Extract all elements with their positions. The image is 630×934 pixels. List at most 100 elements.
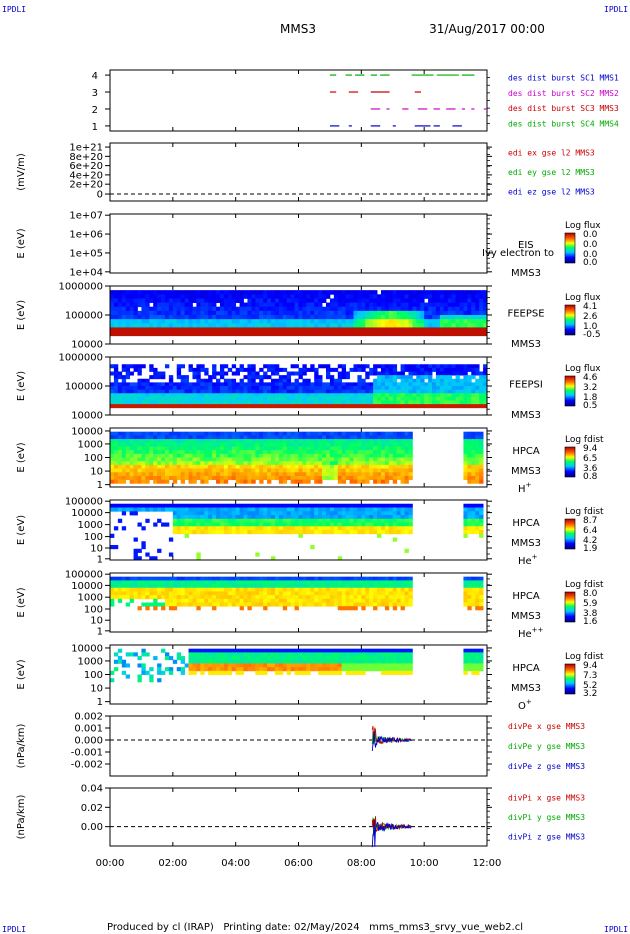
spacecraft-label: MMS3 bbox=[511, 339, 541, 350]
spectrogram-cell bbox=[318, 580, 323, 585]
spectrogram-cell bbox=[369, 315, 374, 320]
spectrogram-cell bbox=[388, 587, 394, 592]
spectrogram-cell bbox=[282, 450, 288, 455]
spectrogram-cell bbox=[176, 518, 182, 523]
spectrogram-cell bbox=[392, 475, 398, 481]
spectrogram-cell bbox=[212, 453, 217, 458]
spectrogram-cell bbox=[239, 319, 244, 324]
spectrogram-cell bbox=[479, 576, 484, 581]
spectrogram-cell bbox=[471, 503, 476, 508]
spectrogram-cell bbox=[337, 526, 343, 531]
spectrogram-cell bbox=[325, 323, 331, 328]
spectrogram-cell bbox=[145, 435, 150, 440]
spectrogram-cell bbox=[384, 404, 390, 409]
spectrogram-cell bbox=[325, 367, 331, 372]
spectrogram-cell bbox=[294, 576, 299, 581]
spectrogram-cell bbox=[196, 648, 201, 653]
spectrogram-cell bbox=[463, 526, 468, 531]
spectrogram-cell bbox=[424, 364, 429, 369]
spectrogram-cell bbox=[361, 327, 366, 332]
spectrogram-cell bbox=[208, 576, 213, 581]
spectrogram-cell bbox=[259, 472, 264, 477]
spectrogram-cell bbox=[239, 503, 244, 508]
spectrogram-cell bbox=[451, 294, 456, 299]
spectrogram-cell bbox=[231, 468, 237, 473]
spectrogram-cell bbox=[271, 530, 276, 535]
spectrogram-cell bbox=[369, 515, 374, 520]
spectrogram-cell bbox=[357, 442, 362, 447]
spectrogram-cell bbox=[365, 306, 370, 312]
spectrogram-cell bbox=[239, 667, 244, 672]
spectrogram-cell bbox=[278, 475, 284, 481]
spectrogram-cell bbox=[463, 400, 468, 405]
spectrogram-cell bbox=[251, 507, 256, 512]
spectrogram-cell bbox=[251, 393, 256, 398]
spectrogram-cell bbox=[149, 464, 154, 469]
spectrogram-cell bbox=[180, 310, 186, 316]
spectrogram-cell bbox=[208, 652, 213, 657]
spectrogram-cell bbox=[200, 503, 205, 508]
spectrogram-cell bbox=[357, 507, 362, 512]
spectrogram-cell bbox=[204, 518, 209, 523]
spectrogram-cell bbox=[424, 290, 429, 295]
spectrogram-cell bbox=[329, 580, 335, 585]
spectrogram-cell bbox=[369, 431, 374, 436]
y-tick-label: 100000 bbox=[65, 382, 103, 393]
spectrogram-cell bbox=[164, 652, 170, 657]
spectrogram-cell bbox=[483, 319, 488, 324]
spectrogram-cell bbox=[322, 319, 327, 324]
spectrogram-cell bbox=[349, 404, 354, 409]
spectrogram-cell bbox=[373, 310, 378, 316]
spectrogram-cell bbox=[133, 475, 138, 481]
spectrogram-cell bbox=[392, 294, 398, 299]
spectrogram-cell bbox=[216, 393, 221, 398]
spectrogram-cell bbox=[361, 393, 366, 398]
spectrogram-cell bbox=[302, 507, 307, 512]
spectrogram-cell bbox=[149, 678, 154, 683]
spectrogram-cell bbox=[172, 446, 178, 451]
spectrogram-cell bbox=[271, 576, 276, 581]
spectrogram-cell bbox=[404, 503, 409, 508]
spectrogram-cell bbox=[157, 595, 162, 600]
spectrogram-cell bbox=[204, 479, 209, 484]
spectrogram-cell bbox=[192, 670, 197, 675]
spectrogram-cell bbox=[180, 584, 186, 589]
spectrogram-cell bbox=[396, 404, 402, 409]
spectrogram-cell bbox=[483, 382, 488, 387]
spectrogram-cell bbox=[329, 319, 335, 324]
spectrogram-cell bbox=[479, 587, 484, 592]
spectrogram-cell bbox=[204, 450, 209, 455]
spectrogram-cell bbox=[223, 670, 229, 675]
spectrogram-cell bbox=[353, 453, 358, 458]
spectrogram-cell bbox=[141, 576, 146, 581]
spectrogram-cell bbox=[192, 367, 197, 372]
spectrogram-cell bbox=[188, 389, 193, 394]
spectrogram-cell bbox=[231, 400, 237, 405]
spectrogram-cell bbox=[377, 431, 382, 436]
spectrogram-cell bbox=[227, 446, 233, 451]
spectrogram-cell bbox=[396, 323, 402, 328]
spectrogram-cell bbox=[263, 382, 268, 387]
spectrogram-cell bbox=[196, 576, 201, 581]
spectrogram-cell bbox=[141, 294, 146, 299]
spectrogram-cell bbox=[459, 290, 464, 295]
spectrogram-cell bbox=[227, 315, 233, 320]
spectrogram-cell bbox=[259, 511, 264, 516]
spectrogram-cell bbox=[357, 453, 362, 458]
spectrogram-cell bbox=[121, 479, 127, 484]
spectrogram-cell bbox=[137, 595, 142, 600]
spectrogram-cell bbox=[267, 453, 272, 458]
spectrogram-cell bbox=[251, 530, 256, 535]
spectrogram-cell bbox=[282, 323, 288, 328]
spectrogram-cell bbox=[475, 298, 480, 303]
spectrogram-cell bbox=[200, 457, 205, 462]
spectrogram-cell bbox=[117, 294, 123, 299]
spectrogram-cell bbox=[247, 386, 252, 391]
spectrogram-cell bbox=[274, 602, 280, 607]
spectrogram-cell bbox=[322, 393, 327, 398]
spectrogram-cell bbox=[121, 389, 127, 394]
spectrogram-cell bbox=[168, 475, 174, 481]
y-tick-label: 100000 bbox=[65, 570, 103, 581]
spectrogram-cell bbox=[133, 290, 138, 295]
spectrogram-cell bbox=[235, 602, 240, 607]
